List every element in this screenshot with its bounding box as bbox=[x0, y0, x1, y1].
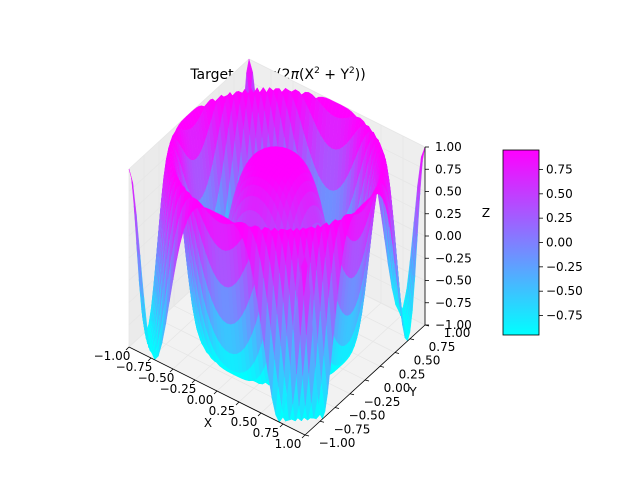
x-tick bbox=[213, 390, 218, 395]
x-tick bbox=[279, 423, 284, 428]
x-tick bbox=[169, 368, 174, 373]
x-tick bbox=[257, 412, 262, 417]
x-tick-label: 1.00 bbox=[275, 437, 302, 451]
colorbar-tick-label: 0.00 bbox=[546, 236, 573, 250]
x-tick bbox=[301, 434, 306, 439]
x-tick bbox=[235, 401, 240, 406]
colorbar-tick-label: 0.25 bbox=[546, 211, 573, 225]
y-axis-label: Y bbox=[408, 385, 417, 399]
y-tick bbox=[334, 407, 340, 409]
colorbar-tick-label: −0.75 bbox=[546, 309, 583, 323]
y-tick bbox=[394, 352, 400, 354]
y-tick-label: 0.00 bbox=[384, 381, 411, 395]
y-tick bbox=[304, 434, 310, 437]
colorbar-tick-label: 0.75 bbox=[546, 162, 573, 176]
y-tick-label: 0.25 bbox=[399, 367, 426, 381]
colorbar-tick-label: −0.25 bbox=[546, 260, 583, 274]
axis-ticks: −1.00−0.75−0.50−0.250.000.250.500.751.00… bbox=[94, 140, 472, 451]
x-tick bbox=[191, 379, 196, 384]
x-tick-label: −0.75 bbox=[116, 360, 153, 374]
x-tick-label: 0.75 bbox=[253, 426, 280, 440]
z-axis-label: Z bbox=[482, 206, 490, 220]
y-tick bbox=[349, 393, 355, 396]
y-tick bbox=[409, 338, 415, 341]
y-tick-label: 0.75 bbox=[429, 340, 456, 354]
surface-plot bbox=[128, 58, 426, 423]
z-tick-label: −1.00 bbox=[435, 318, 472, 332]
colorbar-tick-label: −0.50 bbox=[546, 284, 583, 298]
colorbar-ticks: 0.75 0.50 0.25 0.00 −0.25 −0.50 −0.75 bbox=[539, 162, 583, 323]
z-tick-label: 1.00 bbox=[435, 140, 462, 154]
y-tick-label: 1.00 bbox=[444, 326, 471, 340]
y-tick bbox=[319, 420, 325, 423]
x-tick-label: −0.50 bbox=[138, 371, 175, 385]
colorbar: 0.75 0.50 0.25 0.00 −0.25 −0.50 −0.75 bbox=[502, 149, 583, 336]
z-tick-label: −0.50 bbox=[435, 274, 472, 288]
z-tick-label: 0.25 bbox=[435, 207, 462, 221]
z-tick-label: 0.50 bbox=[435, 185, 462, 199]
z-tick-label: 0.75 bbox=[435, 162, 462, 176]
colorbar-tick-label: 0.50 bbox=[546, 187, 573, 201]
colorbar-gradient bbox=[502, 149, 540, 336]
y-tick bbox=[379, 365, 385, 368]
surface-patch bbox=[301, 256, 308, 296]
z-tick-label: −0.25 bbox=[435, 251, 472, 265]
x-axis-label: X bbox=[204, 416, 212, 430]
x-tick-label: −0.25 bbox=[160, 382, 197, 396]
x-tick-label: 0.50 bbox=[231, 415, 258, 429]
z-tick-label: 0.00 bbox=[435, 229, 462, 243]
y-tick bbox=[364, 379, 370, 382]
y-tick-label: 0.50 bbox=[414, 354, 441, 368]
y-tick-label: −1.00 bbox=[319, 436, 356, 450]
x-tick-label: −1.00 bbox=[94, 349, 131, 363]
y-tick-label: −0.75 bbox=[334, 422, 371, 436]
x-tick-label: 0.25 bbox=[209, 404, 236, 418]
x-tick-label: 0.00 bbox=[187, 393, 214, 407]
y-tick-label: −0.50 bbox=[349, 409, 386, 423]
x-tick bbox=[147, 357, 152, 362]
x-tick bbox=[125, 346, 130, 351]
y-tick-label: −0.25 bbox=[364, 395, 401, 409]
z-tick-label: −0.75 bbox=[435, 296, 472, 310]
